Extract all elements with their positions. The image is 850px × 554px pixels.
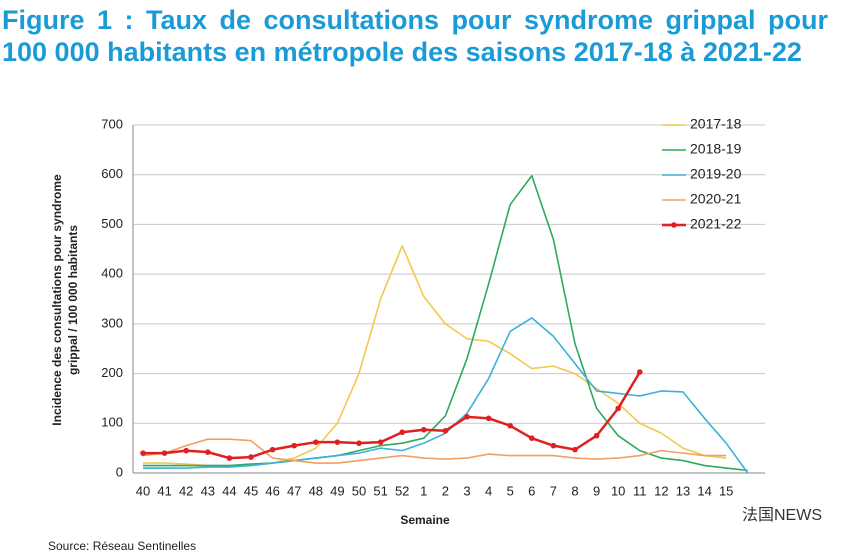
x-tick-label: 9 xyxy=(593,483,600,498)
chart-title: Figure 1 : Taux de consultations pour sy… xyxy=(2,5,828,67)
y-tick-label: 600 xyxy=(101,166,123,181)
legend-label: 2020-21 xyxy=(690,191,742,207)
series-marker xyxy=(421,426,427,433)
legend-marker xyxy=(671,222,677,228)
x-tick-label: 40 xyxy=(136,483,150,498)
legend-label: 2018-19 xyxy=(690,141,742,157)
series-marker xyxy=(183,447,189,454)
series-marker xyxy=(572,446,578,453)
series-marker xyxy=(507,422,513,429)
y-tick-label: 700 xyxy=(101,116,123,131)
series-marker xyxy=(269,446,276,453)
series-marker xyxy=(356,440,362,446)
y-tick-label: 100 xyxy=(101,415,123,430)
series-line xyxy=(143,371,641,460)
x-tick-label: 52 xyxy=(395,483,409,498)
x-tick-label: 45 xyxy=(244,483,258,498)
x-tick-label: 3 xyxy=(463,483,470,498)
x-tick-label: 11 xyxy=(633,483,647,498)
series-marker xyxy=(637,369,643,375)
x-tick-label: 46 xyxy=(265,483,279,498)
legend-label: 2017-18 xyxy=(690,116,742,132)
x-tick-label: 12 xyxy=(654,483,668,498)
x-tick-label: 10 xyxy=(611,483,625,498)
x-tick-label: 14 xyxy=(697,483,711,498)
x-tick-label: 51 xyxy=(373,483,387,498)
x-tick-label: 13 xyxy=(676,483,690,498)
x-tick-label: 15 xyxy=(719,483,733,498)
series-line xyxy=(143,174,748,472)
series-marker xyxy=(464,414,470,420)
series-line xyxy=(143,317,749,474)
watermark: 法国NEWS xyxy=(742,506,822,524)
y-tick-label: 300 xyxy=(101,315,123,330)
x-tick-label: 7 xyxy=(550,483,557,498)
x-tick-label: 44 xyxy=(222,483,236,498)
x-tick-label: 47 xyxy=(287,483,301,498)
series-marker xyxy=(313,439,319,445)
x-tick-label: 43 xyxy=(201,483,215,498)
series-marker xyxy=(161,450,168,456)
x-tick-label: 4 xyxy=(485,483,492,498)
series-marker xyxy=(615,405,621,412)
series-marker xyxy=(550,442,557,449)
series-marker xyxy=(442,427,449,434)
x-tick-label: 49 xyxy=(330,483,344,498)
x-tick-label: 6 xyxy=(528,483,535,498)
series-marker xyxy=(485,415,492,422)
x-tick-label: 5 xyxy=(507,483,514,498)
series-marker xyxy=(140,450,146,456)
x-tick-label: 41 xyxy=(157,483,171,498)
source: Source: Réseau Sentinelles xyxy=(48,539,196,553)
y-tick-label: 500 xyxy=(101,216,123,231)
series-line xyxy=(143,245,727,467)
y-axis-label: Incidence des consultations pour syndrom… xyxy=(50,174,64,426)
series-marker xyxy=(205,449,211,455)
legend-label: 2021-22 xyxy=(690,216,742,232)
series-line xyxy=(142,438,727,464)
x-tick-label: 1 xyxy=(420,483,427,498)
x-tick-label: 2 xyxy=(442,483,449,498)
y-tick-label: 0 xyxy=(116,464,123,479)
legend-label: 2019-20 xyxy=(690,166,742,182)
y-axis-label: grippal / 100 000 habitants xyxy=(66,225,80,375)
x-tick-label: 8 xyxy=(571,483,578,498)
x-tick-label: 42 xyxy=(179,483,193,498)
y-tick-label: 400 xyxy=(101,266,123,281)
series-marker xyxy=(291,442,298,449)
x-tick-label: 48 xyxy=(309,483,323,498)
series-marker xyxy=(529,435,535,442)
series-marker xyxy=(226,455,233,461)
y-tick-label: 200 xyxy=(101,365,123,380)
series-marker xyxy=(248,454,254,460)
series-marker xyxy=(593,432,600,439)
series-marker xyxy=(334,439,341,445)
series-marker xyxy=(377,439,384,445)
x-tick-label: 50 xyxy=(352,483,366,498)
x-axis-label: Semaine xyxy=(400,513,450,527)
series-marker xyxy=(399,429,406,436)
